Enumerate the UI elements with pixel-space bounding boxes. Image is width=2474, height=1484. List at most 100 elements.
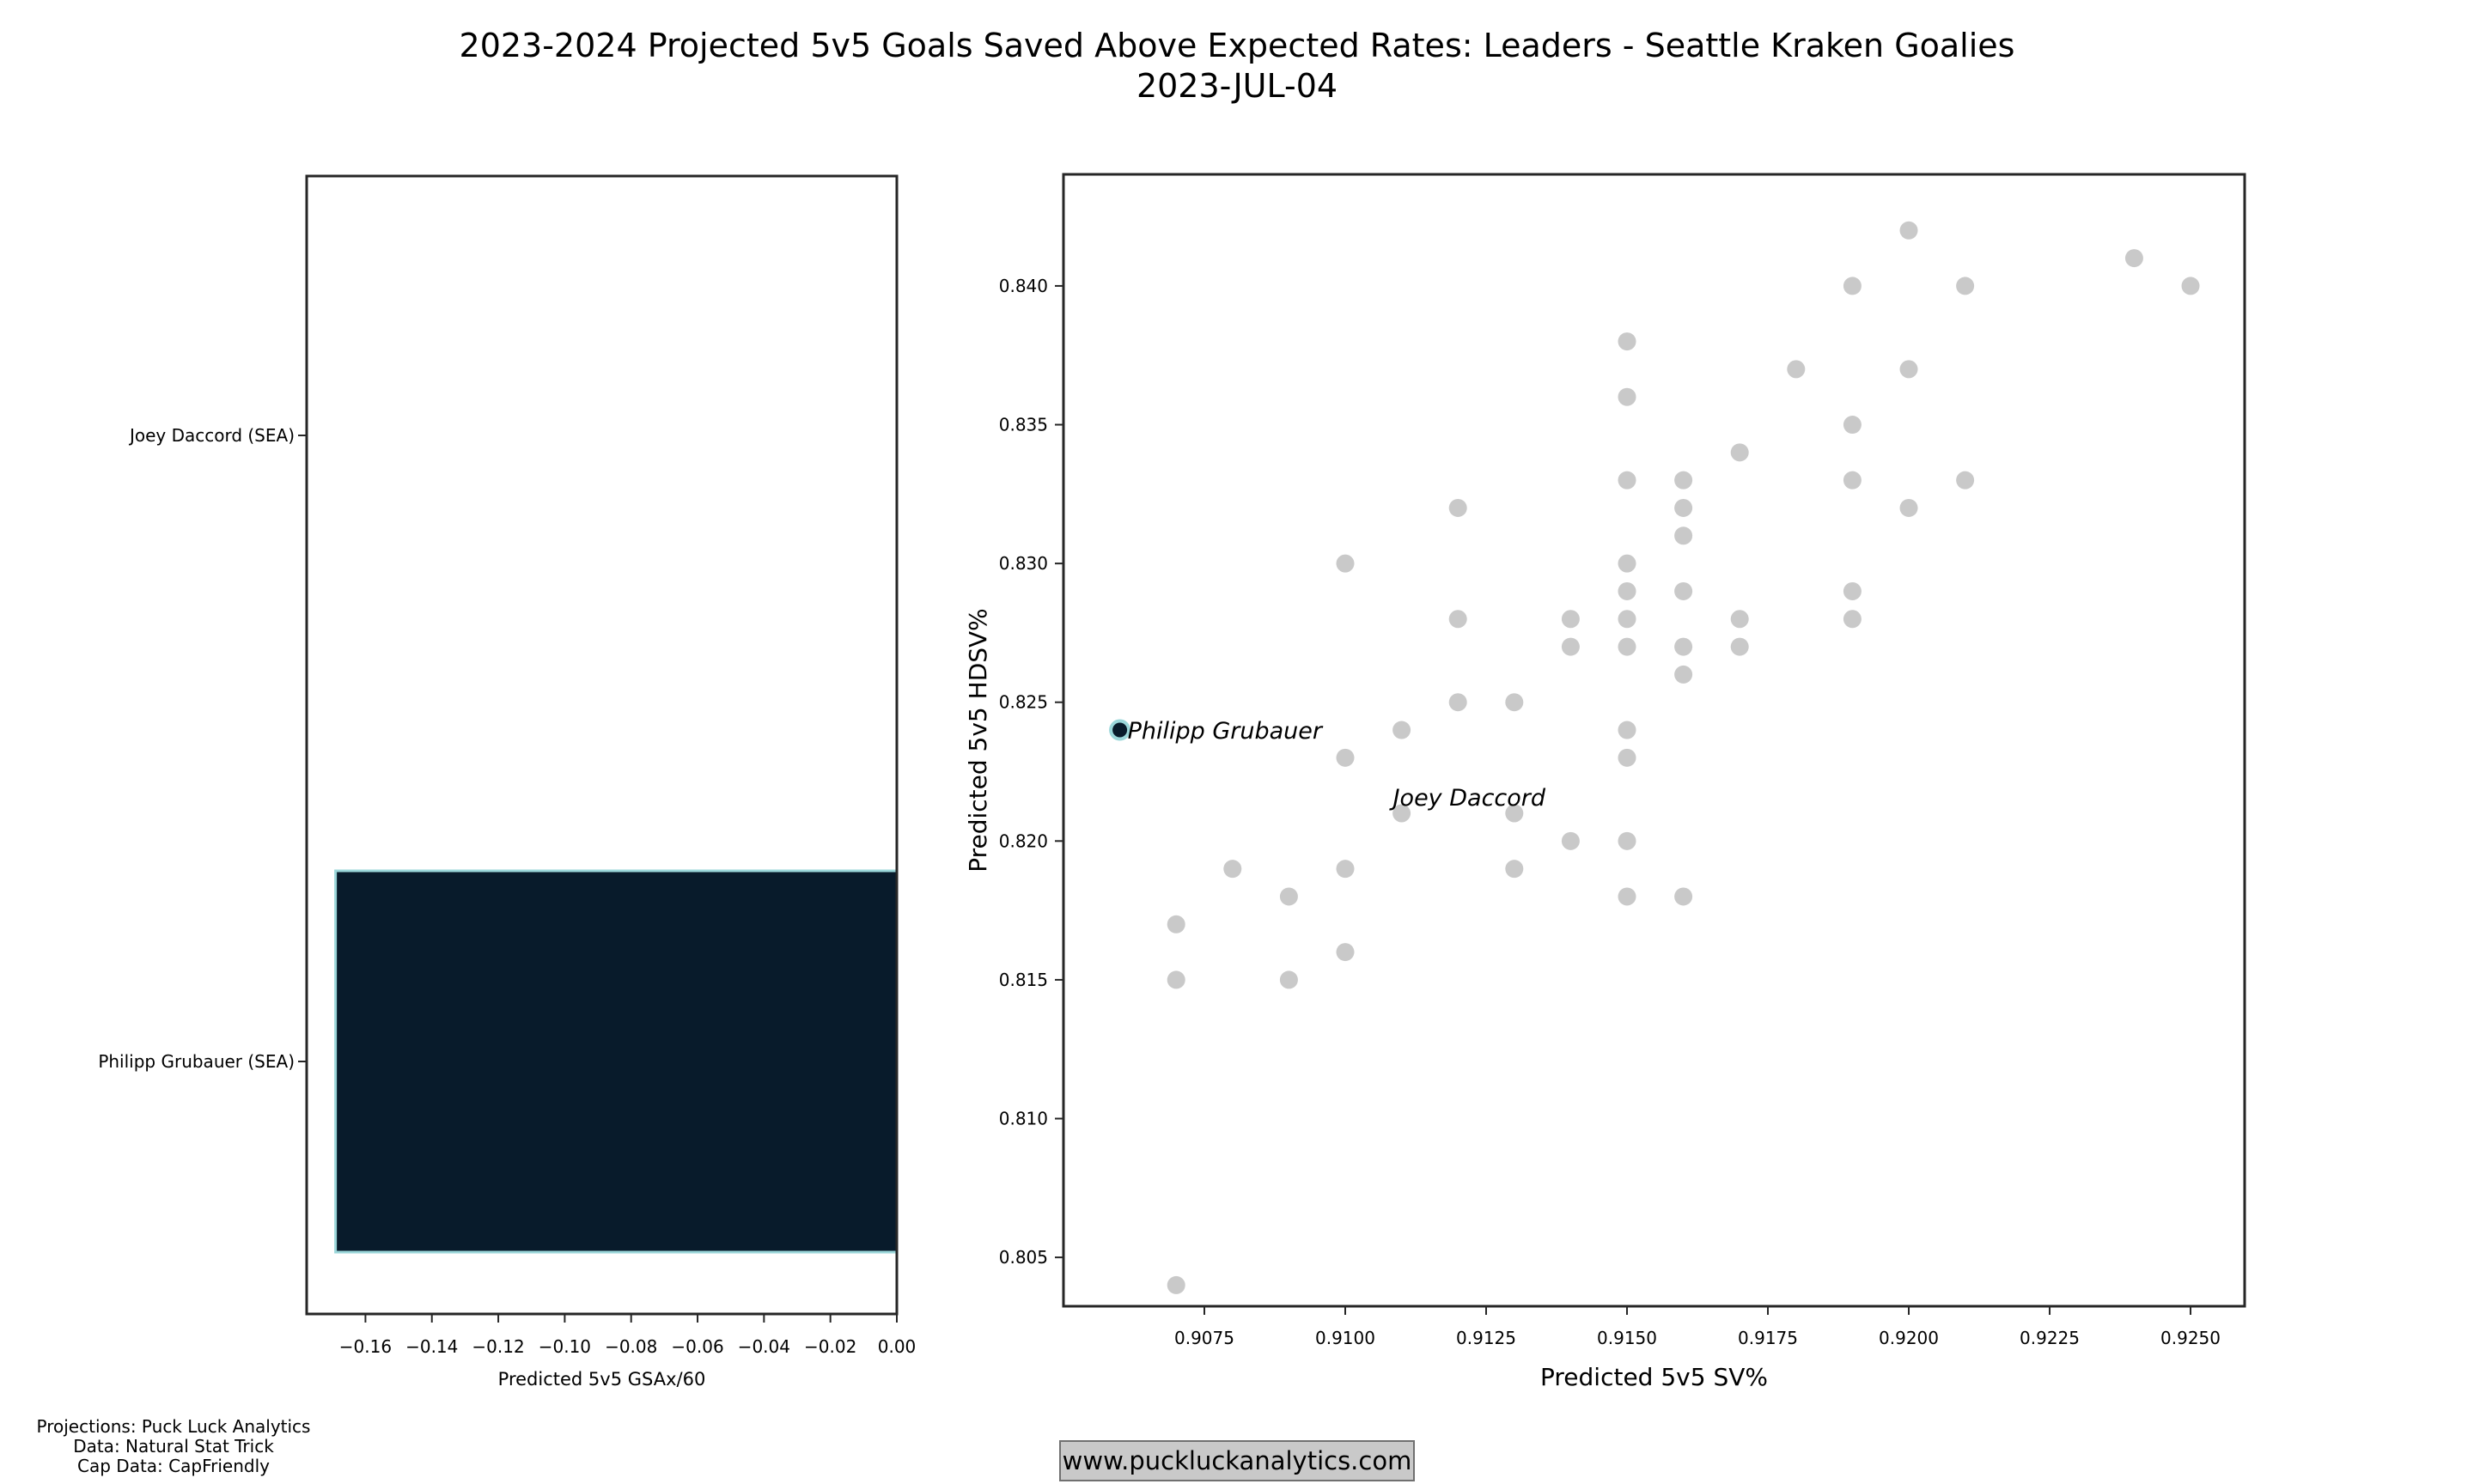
scatter-point	[1279, 970, 1298, 989]
scatter-point	[1448, 610, 1467, 629]
credits-block: Projections: Puck Luck Analytics Data: N…	[34, 1417, 313, 1476]
scatter-point	[1956, 277, 1975, 295]
scatter-point	[1843, 277, 1862, 295]
scatter-xtick-label: 0.9100	[1315, 1328, 1375, 1348]
scatter-point	[1336, 748, 1355, 767]
bar-xtick-label: −0.06	[671, 1336, 723, 1357]
credits-cap-data: Cap Data: CapFriendly	[77, 1456, 270, 1476]
figure-title-line2: 2023-JUL-04	[1136, 67, 1338, 105]
sv-hdsv-scatter-chart: 0.805 0.810 0.815 0.820 0.825 0.830 0.835 0.840…	[964, 173, 2246, 1391]
scatter-point	[1674, 526, 1693, 545]
scatter-point	[1561, 637, 1580, 656]
gsax-bar-chart: Joey Daccord (SEA) Philipp Grubauer (SEA)…	[98, 174, 917, 1390]
scatter-ytick-label: 0.835	[999, 415, 1048, 435]
bar-plot-frame	[305, 174, 899, 1316]
scatter-point	[1618, 831, 1636, 850]
credits-data-source: Data: Natural Stat Trick	[73, 1436, 274, 1457]
scatter-point	[1505, 693, 1524, 712]
scatter-ytick-label: 0.830	[999, 553, 1048, 574]
scatter-point	[1618, 748, 1636, 767]
scatter-point	[1561, 831, 1580, 850]
scatter-point	[1730, 443, 1749, 462]
scatter-point	[1730, 610, 1749, 629]
scatter-ytick-label: 0.805	[999, 1247, 1048, 1268]
scatter-point	[1899, 360, 1918, 379]
scatter-annotation-philipp-grubauer: Philipp Grubauer	[1128, 718, 1324, 745]
scatter-point	[1843, 581, 1862, 600]
scatter-point	[1618, 637, 1636, 656]
scatter-point	[1618, 554, 1636, 573]
scatter-point	[1336, 943, 1355, 962]
bar-xtick-label: −0.10	[539, 1336, 591, 1357]
scatter-point	[1674, 637, 1693, 656]
scatter-point-philipp-grubauer	[1109, 719, 1131, 741]
scatter-point	[1223, 860, 1242, 879]
scatter-point	[1505, 804, 1524, 823]
bar-xtick-label: −0.16	[339, 1336, 392, 1357]
scatter-point	[2124, 249, 2143, 268]
scatter-point	[1448, 498, 1467, 517]
credits-projections: Projections: Puck Luck Analytics	[36, 1416, 311, 1437]
bar-xaxis-label: Predicted 5v5 GSAx/60	[498, 1369, 706, 1390]
bar-xtick-label: −0.14	[405, 1336, 458, 1357]
scatter-yaxis-label: Predicted 5v5 HDSV%	[964, 608, 992, 873]
scatter-point	[1618, 581, 1636, 600]
scatter-point	[1899, 498, 1918, 517]
scatter-xtick-label: 0.9125	[1456, 1328, 1516, 1348]
scatter-ytick-label: 0.840	[999, 276, 1048, 296]
scatter-point	[1618, 610, 1636, 629]
scatter-point	[1336, 554, 1355, 573]
scatter-xtick-label: 0.9225	[2020, 1328, 2080, 1348]
bar-xtick-label: −0.02	[804, 1336, 856, 1357]
watermark-url: www.puckluckanalytics.com	[1059, 1440, 1415, 1481]
bar-xtick-label: 0.00	[878, 1336, 917, 1357]
scatter-point	[1336, 860, 1355, 879]
scatter-point	[1167, 970, 1185, 989]
scatter-point	[1674, 665, 1693, 684]
scatter-point	[1618, 721, 1636, 739]
scatter-plot-frame	[1062, 173, 2246, 1308]
scatter-point	[1730, 637, 1749, 656]
scatter-point	[1167, 1275, 1185, 1294]
scatter-point	[1505, 860, 1524, 879]
bar-xtick-label: −0.08	[605, 1336, 657, 1357]
scatter-point	[1787, 360, 1806, 379]
scatter-point	[2181, 277, 2200, 295]
scatter-point	[1674, 581, 1693, 600]
scatter-point	[1843, 471, 1862, 490]
scatter-point	[1674, 471, 1693, 490]
scatter-xtick-label: 0.9075	[1174, 1328, 1234, 1348]
scatter-point	[1448, 693, 1467, 712]
scatter-point	[1674, 498, 1693, 517]
figure-title: 2023-2024 Projected 5v5 Goals Saved Abov…	[0, 26, 2474, 106]
scatter-ytick-label: 0.825	[999, 692, 1048, 713]
scatter-point	[1618, 332, 1636, 351]
scatter-point-joey-daccord	[1392, 804, 1411, 823]
bar-xtick-label: −0.12	[472, 1336, 524, 1357]
scatter-xtick-label: 0.9250	[2160, 1328, 2221, 1348]
scatter-point	[1674, 887, 1693, 906]
scatter-point	[1843, 416, 1862, 435]
scatter-point	[1279, 887, 1298, 906]
bar-xtick-label: −0.04	[738, 1336, 790, 1357]
scatter-ytick-label: 0.820	[999, 830, 1048, 851]
bar-philipp-grubauer-sea-	[334, 869, 899, 1254]
scatter-xtick-label: 0.9200	[1879, 1328, 1939, 1348]
scatter-point	[1167, 915, 1185, 934]
scatter-point	[1618, 471, 1636, 490]
figure-title-line1: 2023-2024 Projected 5v5 Goals Saved Abov…	[459, 27, 2015, 64]
scatter-point	[1392, 721, 1411, 739]
scatter-ytick-label: 0.810	[999, 1109, 1048, 1129]
scatter-point	[1618, 887, 1636, 906]
scatter-point	[1843, 610, 1862, 629]
scatter-point	[1561, 610, 1580, 629]
scatter-ytick-label: 0.815	[999, 970, 1048, 990]
scatter-point	[1956, 471, 1975, 490]
scatter-xaxis-label: Predicted 5v5 SV%	[1540, 1363, 1768, 1391]
bar-category-label: Philipp Grubauer (SEA)	[98, 1051, 295, 1072]
scatter-point	[1618, 387, 1636, 406]
scatter-annotation-joey-daccord: Joey Daccord	[1389, 785, 1546, 812]
scatter-xtick-label: 0.9150	[1597, 1328, 1657, 1348]
scatter-point	[1899, 221, 1918, 240]
